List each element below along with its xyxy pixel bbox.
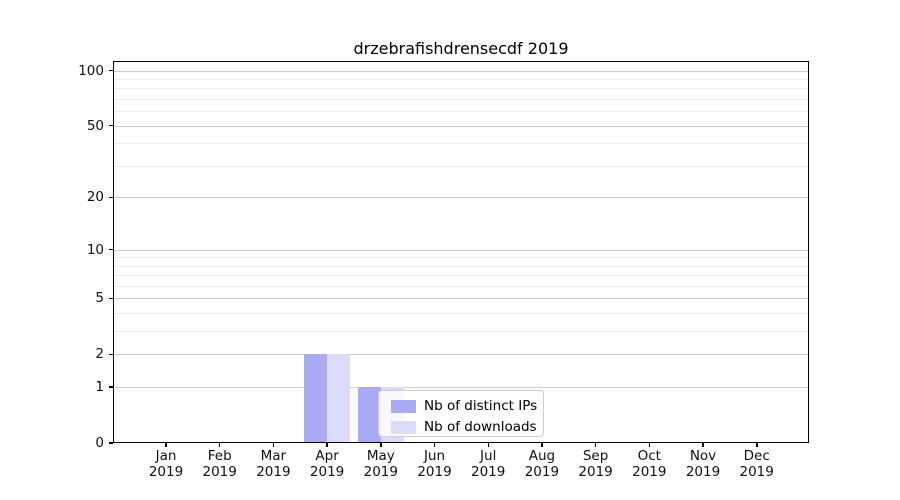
gridline-y-70 bbox=[113, 98, 809, 100]
chart-title: drzebrafishdrensecdf 2019 bbox=[353, 39, 569, 58]
x-tick-label-jul: Jul 2019 bbox=[461, 448, 515, 480]
legend-swatch-downloads bbox=[391, 420, 416, 434]
x-tick-year-sep: 2019 bbox=[578, 463, 613, 480]
y-tick-2 bbox=[109, 353, 113, 356]
y-tick-0 bbox=[109, 442, 113, 444]
x-tick-dec bbox=[756, 443, 758, 447]
x-tick-month-nov: Nov bbox=[689, 448, 717, 464]
y-tick-20 bbox=[109, 196, 113, 198]
x-tick-label-aug: Aug 2019 bbox=[515, 448, 569, 480]
x-tick-year-aug: 2019 bbox=[524, 463, 560, 480]
x-tick-year-apr: 2019 bbox=[309, 463, 345, 480]
gridline-y-3 bbox=[113, 331, 809, 333]
x-tick-label-feb: Feb 2019 bbox=[193, 448, 247, 480]
x-tick-year-may: 2019 bbox=[363, 463, 398, 480]
y-tick-label-50: 50 bbox=[86, 117, 104, 134]
bars-layer bbox=[113, 61, 809, 443]
x-tick-jul bbox=[487, 443, 489, 447]
x-tick-year-oct: 2019 bbox=[632, 463, 667, 480]
legend-label-downloads: Nb of downloads bbox=[424, 419, 537, 435]
y-tick-label-20: 20 bbox=[86, 189, 104, 206]
gridline-y-40 bbox=[113, 143, 809, 145]
bar-nb-of-downloads-apr bbox=[327, 354, 351, 443]
plot-area: Nb of distinct IPs Nb of downloads bbox=[113, 61, 809, 443]
y-tick-label-10: 10 bbox=[86, 241, 104, 258]
x-tick-month-feb: Feb bbox=[207, 448, 232, 464]
x-tick-year-mar: 2019 bbox=[256, 463, 291, 480]
x-tick-mar bbox=[272, 443, 275, 447]
x-tick-oct bbox=[648, 443, 650, 447]
gridline-y-10 bbox=[113, 249, 809, 251]
x-tick-sep bbox=[594, 443, 597, 447]
x-tick-label-may: May 2019 bbox=[354, 448, 408, 480]
y-tick-label-0: 0 bbox=[95, 435, 104, 451]
y-tick-10 bbox=[109, 248, 113, 251]
x-tick-jan bbox=[165, 443, 167, 447]
x-tick-label-oct: Oct 2019 bbox=[622, 448, 676, 480]
legend-item-distinct-ips: Nb of distinct IPs bbox=[391, 397, 538, 415]
x-tick-month-jul: Jul bbox=[480, 448, 497, 464]
legend: Nb of distinct IPs Nb of downloads bbox=[378, 390, 544, 437]
legend-label-distinct-ips: Nb of distinct IPs bbox=[424, 398, 538, 414]
x-tick-year-dec: 2019 bbox=[739, 463, 774, 480]
y-tick-5 bbox=[109, 297, 113, 300]
gridline-y-50 bbox=[113, 125, 809, 127]
legend-swatch-distinct-ips bbox=[391, 399, 416, 413]
gridline-y-7 bbox=[113, 275, 809, 277]
gridline-y-80 bbox=[113, 88, 809, 90]
x-tick-label-dec: Dec 2019 bbox=[730, 448, 784, 480]
x-tick-month-mar: Mar bbox=[260, 448, 287, 464]
x-tick-label-mar: Mar 2019 bbox=[246, 448, 300, 480]
x-tick-may bbox=[380, 443, 382, 447]
y-tick-label-5: 5 bbox=[95, 290, 104, 307]
x-tick-label-apr: Apr 2019 bbox=[300, 448, 354, 480]
x-tick-month-apr: Apr bbox=[315, 448, 339, 464]
x-tick-label-nov: Nov 2019 bbox=[676, 448, 730, 480]
gridline-y-30 bbox=[113, 165, 809, 167]
x-tick-apr bbox=[326, 443, 328, 447]
x-tick-year-jun: 2019 bbox=[417, 463, 452, 480]
gridline-y-60 bbox=[113, 111, 809, 113]
y-tick-label-100: 100 bbox=[78, 62, 104, 79]
bar-nb-of-distinct-ips-may bbox=[357, 387, 381, 443]
bar-nb-of-distinct-ips-apr bbox=[304, 354, 328, 443]
gridline-y-1 bbox=[113, 387, 809, 389]
y-tick-label-2: 2 bbox=[95, 346, 104, 363]
x-tick-aug bbox=[541, 443, 543, 447]
y-tick-50 bbox=[109, 124, 113, 127]
y-tick-label-1: 1 bbox=[95, 379, 104, 396]
x-tick-month-sep: Sep bbox=[582, 448, 609, 464]
x-tick-month-may: May bbox=[366, 448, 395, 464]
gridline-y-8 bbox=[113, 265, 809, 267]
x-tick-label-jun: Jun 2019 bbox=[408, 448, 462, 480]
x-tick-year-feb: 2019 bbox=[202, 463, 237, 480]
gridline-y-90 bbox=[113, 78, 809, 80]
y-tick-100 bbox=[109, 69, 113, 72]
x-tick-label-sep: Sep 2019 bbox=[569, 448, 623, 480]
gridline-y-9 bbox=[113, 257, 809, 259]
gridline-y-20 bbox=[113, 197, 809, 199]
x-tick-month-oct: Oct bbox=[637, 448, 661, 464]
x-tick-feb bbox=[218, 443, 221, 447]
gridline-y-5 bbox=[113, 298, 809, 300]
x-tick-month-jan: Jan bbox=[155, 448, 177, 464]
gridline-y-4 bbox=[113, 313, 809, 315]
x-tick-year-jul: 2019 bbox=[471, 463, 506, 480]
grid-layer bbox=[113, 61, 809, 443]
x-tick-year-nov: 2019 bbox=[685, 463, 721, 480]
x-tick-label-jan: Jan 2019 bbox=[139, 448, 193, 480]
gridline-y-2 bbox=[113, 354, 809, 356]
legend-item-downloads: Nb of downloads bbox=[391, 418, 537, 436]
x-tick-jun bbox=[433, 443, 436, 447]
x-tick-month-dec: Dec bbox=[743, 448, 770, 464]
x-tick-nov bbox=[702, 443, 704, 447]
gridline-y-100 bbox=[113, 70, 809, 72]
x-tick-month-jun: Jun bbox=[423, 448, 446, 464]
x-tick-month-aug: Aug bbox=[528, 448, 556, 464]
gridline-y-6 bbox=[113, 285, 809, 287]
y-tick-1 bbox=[109, 386, 113, 388]
x-tick-year-jan: 2019 bbox=[148, 463, 184, 480]
